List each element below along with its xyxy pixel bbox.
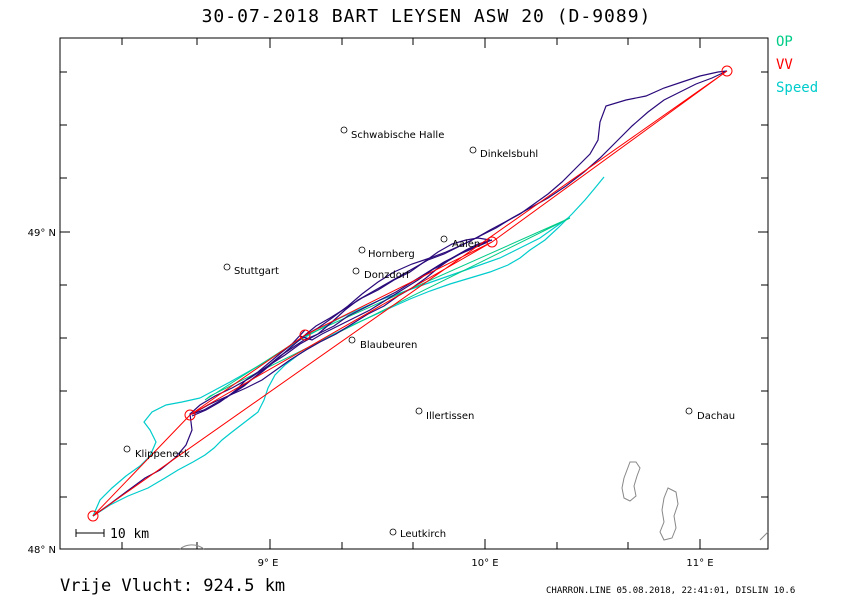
turnpoint-4 [299,329,311,341]
op-lines [204,217,571,401]
place-markers [123,126,693,536]
software-stamp: CHARRON.LINE 05.08.2018, 22:41:01, DISLI… [546,586,796,596]
turnpoint-1 [721,65,733,77]
place-marker-aalen [440,235,448,243]
map-frame [59,37,769,550]
place-marker-illertissen [415,407,423,415]
place-marker-schwabische-halle [340,126,348,134]
place-label-leutkirch: Leutkirch [400,529,446,540]
place-label-illertissen: Illertissen [426,411,474,422]
x-tick-10e: 10° E [471,558,498,569]
legend-speed-label: Speed [776,80,819,96]
turnpoint-markers [87,65,733,522]
turnpoint-2 [486,236,498,248]
legend-speed: Speed [776,80,818,96]
place-marker-klippeneck [123,445,131,453]
place-label-hornberg: Hornberg [368,249,415,260]
place-label-dinkelsbuhl: Dinkelsbuhl [480,149,538,160]
place-label-schwabische-halle: Schwabische Halle [351,130,444,141]
x-tick-9e: 9° E [258,558,279,569]
place-marker-dachau [685,407,693,415]
speed-track [92,176,605,517]
lakes [179,461,769,550]
place-label-klippeneck: Klippeneck [135,449,190,460]
free-flight-distance: Vrije Vlucht: 924.5 km [60,576,286,596]
place-label-donzdorf: Donzdorf [364,270,410,281]
scale-bar [75,529,105,537]
y-tick-49n: 49° N [28,228,56,239]
place-label-dachau: Dachau [697,411,735,422]
x-tick-11e: 11° E [686,558,713,569]
place-marker-stuttgart [223,263,231,271]
place-marker-hornberg [358,246,366,254]
flight-track [92,70,728,517]
axis-ticks [60,38,768,550]
map-title: 30-07-2018 BART LEYSEN ASW 20 (D-9089) [201,6,652,27]
place-label-stuttgart: Stuttgart [234,266,279,277]
turnpoint-start [87,510,99,522]
place-marker-dinkelsbuhl [469,146,477,154]
y-tick-48n: 48° N [28,545,56,556]
place-marker-donzdorf [352,267,360,275]
legend-vv-label: VV [776,57,793,73]
place-marker-blaubeuren [348,336,356,344]
place-label-aalen: Aalen [452,239,480,250]
legend-op-label: OP [776,34,793,50]
legend-op: OP [776,34,793,50]
legend-vv: VV [776,57,793,73]
scale-bar-label: 10 km [110,527,149,542]
vv-lines [92,70,728,517]
turnpoint-3 [184,409,196,421]
place-label-blaubeuren: Blaubeuren [360,340,417,351]
place-marker-leutkirch [389,528,397,536]
